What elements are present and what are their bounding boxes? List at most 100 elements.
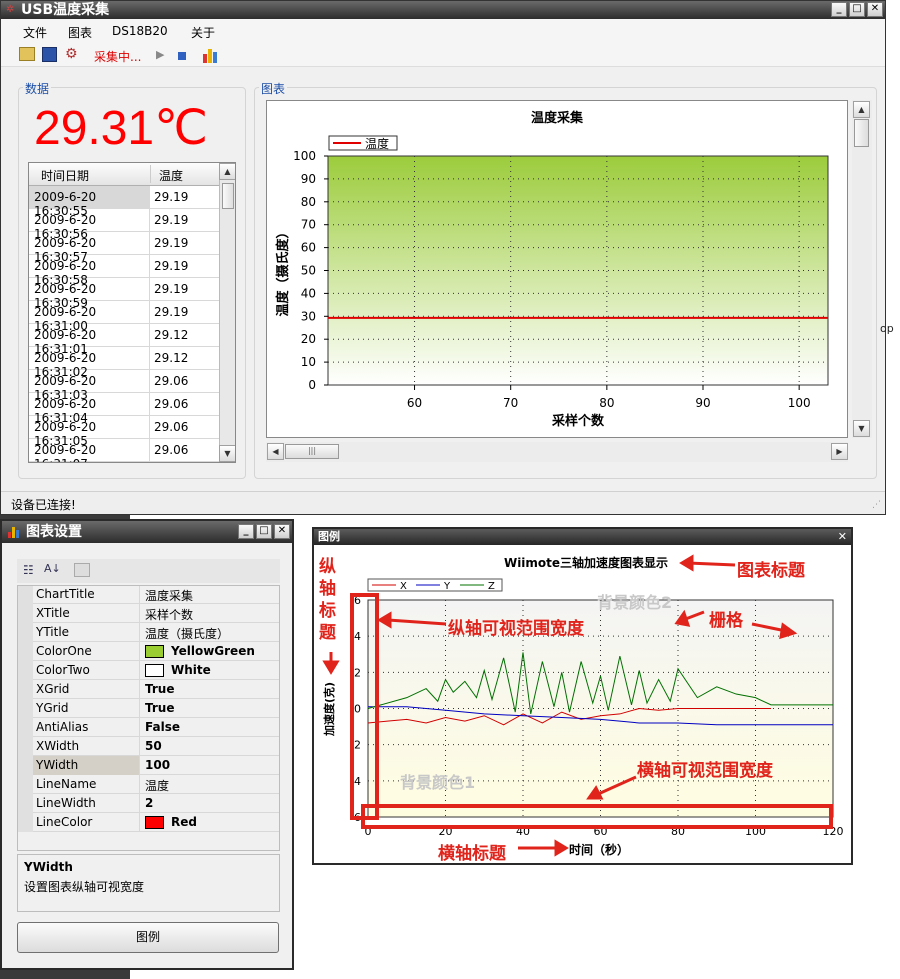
legend-entry-Y: Y (443, 581, 451, 592)
property-value[interactable]: False (145, 720, 180, 734)
scroll-thumb[interactable] (222, 183, 234, 209)
table-row[interactable]: 2009-6-20 16:31:03 29.06 (29, 370, 219, 402)
chart-scroll-left[interactable]: ◀ (267, 443, 284, 460)
table-row[interactable]: 2009-6-20 16:31:07 29.06 (29, 439, 219, 462)
table-row[interactable]: 2009-6-20 16:30:55 29.19 (29, 186, 219, 218)
scroll-down-button[interactable]: ▼ (219, 445, 235, 462)
property-value[interactable]: 2 (145, 796, 154, 810)
color-swatch (145, 816, 164, 829)
x-tick-label: 100 (788, 396, 811, 410)
settings-close[interactable]: ✕ (274, 524, 290, 539)
table-row[interactable]: 2009-6-20 16:31:05 29.06 (29, 416, 219, 448)
settings-window: 图表设置 _ □ ✕ ☷ A↓ ChartTitle 温度采集 XTitle 采样个数… (0, 519, 294, 970)
header-temp[interactable]: 温度 (159, 169, 184, 183)
chart-scroll-thumb-h[interactable]: ||| (285, 444, 339, 459)
alphabetical-icon[interactable]: A↓ (44, 562, 61, 575)
play-icon[interactable]: ▶ (156, 48, 165, 61)
resize-grip[interactable]: ⋰ (872, 500, 881, 510)
chart-scroll-up[interactable]: ▲ (853, 101, 870, 118)
property-name: ColorTwo (33, 661, 140, 680)
legend-title-bar[interactable]: 图例 ✕ (314, 529, 851, 545)
chart-scroll-thumb-v[interactable] (854, 119, 869, 147)
maximize-button[interactable]: □ (849, 2, 865, 17)
property-value[interactable]: True (145, 701, 175, 715)
property-value[interactable]: 温度（摄氏度） (145, 627, 230, 641)
property-value[interactable]: Red (171, 815, 197, 829)
desc-title: YWidth (24, 860, 73, 874)
settings-icon[interactable]: ⚙ (65, 46, 78, 62)
row-gutter (17, 661, 33, 680)
chart-vscroll[interactable]: ▲ ▼ (852, 100, 872, 438)
property-row[interactable]: YGrid True (17, 699, 280, 718)
open-icon[interactable] (19, 47, 35, 61)
header-datetime[interactable]: 时间日期 (41, 169, 90, 183)
collect-status[interactable]: 采集中... (94, 50, 142, 64)
property-value[interactable]: 温度采集 (145, 589, 194, 603)
menu-chart[interactable]: 图表 (68, 26, 93, 40)
annotation-bg2: 背景颜色2 (597, 593, 673, 612)
settings-title-bar[interactable]: 图表设置 _ □ ✕ (2, 521, 292, 543)
property-row[interactable]: LineWidth 2 (17, 794, 280, 813)
property-row[interactable]: XWidth 50 (17, 737, 280, 756)
property-row[interactable]: XGrid True (17, 680, 280, 699)
property-row[interactable]: ColorOne YellowGreen (17, 642, 280, 661)
x-axis-label: 时间（秒） (569, 842, 629, 857)
main-title-bar[interactable]: ✲ USB温度采集 _ □ ✕ (1, 1, 885, 19)
property-row[interactable]: AntiAlias False (17, 718, 280, 737)
legend-entry: 温度 (365, 136, 389, 151)
table-row[interactable]: 2009-6-20 16:30:57 29.19 (29, 232, 219, 264)
property-value[interactable]: YellowGreen (171, 644, 255, 658)
table-row[interactable]: 2009-6-20 16:30:59 29.19 (29, 278, 219, 310)
chart-scroll-right[interactable]: ▶ (831, 443, 848, 460)
y-tick-label: 0 (354, 703, 361, 716)
table-row[interactable]: 2009-6-20 16:31:00 29.19 (29, 301, 219, 333)
chart-hscroll[interactable]: ◀ ||| ▶ (266, 442, 848, 462)
chart-scroll-down[interactable]: ▼ (853, 420, 870, 437)
desc-text: 设置图表纵轴可视宽度 (24, 880, 145, 894)
legend-box (328, 135, 398, 151)
close-button[interactable]: ✕ (867, 2, 883, 17)
status-bar: 设备已连接! ⋰ (1, 491, 885, 514)
save-icon[interactable] (42, 47, 57, 62)
y-tick-label: -4 (350, 775, 361, 788)
table-row[interactable]: 2009-6-20 16:31:02 29.12 (29, 347, 219, 379)
categorized-icon[interactable]: ☷ (23, 563, 34, 577)
property-pages-icon[interactable] (74, 563, 90, 577)
property-value[interactable]: 50 (145, 739, 162, 753)
property-row[interactable]: ChartTitle 温度采集 (17, 585, 280, 604)
legend-close-icon[interactable]: ✕ (837, 530, 847, 543)
legend-button[interactable]: 图例 (17, 922, 279, 953)
table-row[interactable]: 2009-6-20 16:30:56 29.19 (29, 209, 219, 241)
settings-maximize[interactable]: □ (256, 524, 272, 539)
property-row[interactable]: LineName 温度 (17, 775, 280, 794)
menu-ds18b20[interactable]: DS18B20 (112, 24, 168, 38)
menu-about[interactable]: 关于 (191, 26, 216, 40)
property-row[interactable]: ColorTwo White (17, 661, 280, 680)
property-row[interactable]: YWidth 100 (17, 756, 280, 775)
table-row[interactable]: 2009-6-20 16:31:01 29.12 (29, 324, 219, 356)
property-row[interactable]: XTitle 采样个数 (17, 604, 280, 623)
menu-file[interactable]: 文件 (23, 26, 48, 40)
table-header: 时间日期 温度 (29, 163, 219, 186)
settings-minimize[interactable]: _ (238, 524, 254, 539)
cell-temp: 29.06 (154, 443, 189, 457)
property-value[interactable]: 温度 (145, 779, 170, 793)
cell-temp: 29.06 (154, 397, 189, 411)
property-value[interactable]: 100 (145, 758, 171, 772)
annotation-y-title: 纵轴标题 (319, 557, 336, 643)
x-tick-label: 120 (823, 825, 844, 838)
minimize-button[interactable]: _ (831, 2, 847, 17)
property-row[interactable]: YTitle 温度（摄氏度） (17, 623, 280, 642)
stop-icon[interactable] (178, 52, 186, 60)
settings-window-icon (8, 526, 22, 538)
property-value[interactable]: White (171, 663, 211, 677)
property-value[interactable]: 采样个数 (145, 608, 194, 622)
property-name: XTitle (33, 604, 140, 623)
table-row[interactable]: 2009-6-20 16:31:04 29.06 (29, 393, 219, 425)
property-row[interactable]: LineColor Red (17, 813, 280, 832)
property-value[interactable]: True (145, 682, 175, 696)
scroll-up-button[interactable]: ▲ (219, 163, 235, 180)
chart-icon[interactable] (203, 47, 221, 63)
table-row[interactable]: 2009-6-20 16:30:58 29.19 (29, 255, 219, 287)
table-scrollbar[interactable]: ▲ ▼ (219, 163, 235, 462)
